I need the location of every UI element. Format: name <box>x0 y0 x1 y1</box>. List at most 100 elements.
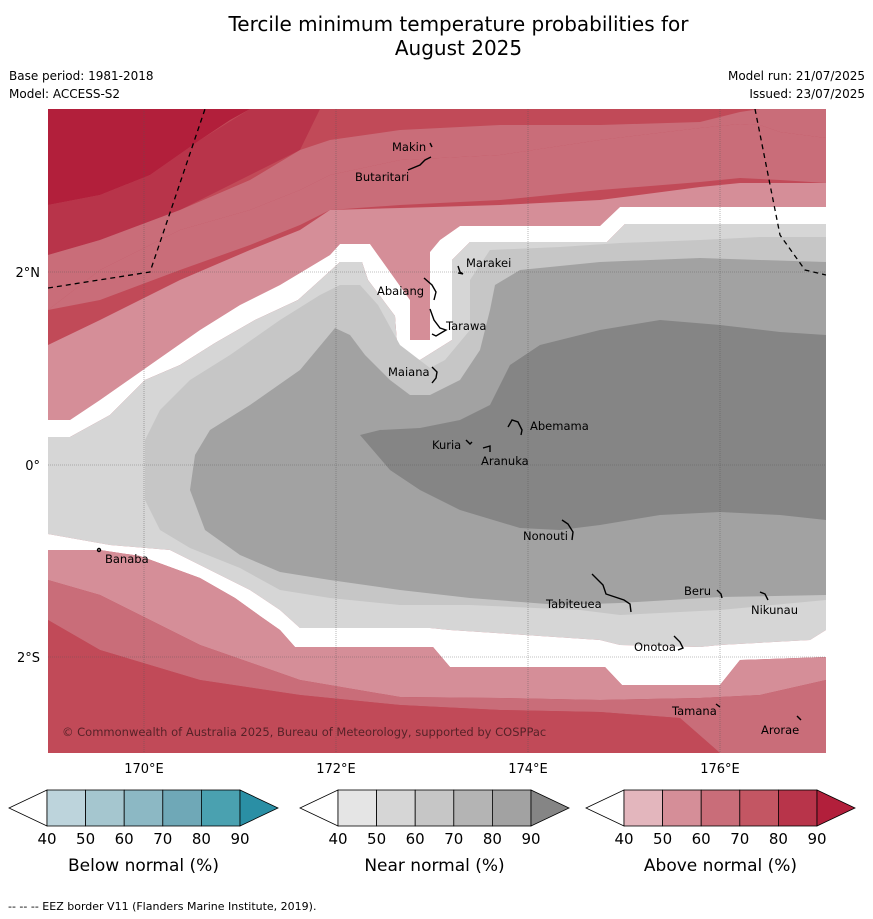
colorbar-near-max-extend <box>530 789 570 827</box>
colorbar-above-swatch <box>778 789 818 827</box>
colorbar-near-swatch <box>491 789 532 827</box>
title-line-2: August 2025 <box>394 36 523 60</box>
tabiteuea-outline <box>591 573 632 613</box>
nonouti-outline <box>561 519 574 541</box>
colorbar-near-swatch <box>414 789 455 827</box>
colorbar-near-tick: 80 <box>483 830 502 848</box>
title-line-1: Tercile minimum temperature probabilitie… <box>228 12 689 36</box>
label-kuria: Kuria <box>432 438 461 452</box>
shade-near-80 <box>360 320 826 530</box>
colorbar-below-swatch <box>85 789 125 827</box>
colorbar-below-tick: 40 <box>37 830 56 848</box>
colorbar-near-tick: 90 <box>521 830 540 848</box>
aranuka-outline <box>482 445 491 452</box>
abaiang-outline <box>423 277 437 301</box>
colorbar-below: 40 50 60 70 80 90 Below normal (%) <box>8 789 279 876</box>
nikunau-outline <box>759 591 769 601</box>
copyright-text: © Commonwealth of Australia 2025, Bureau… <box>62 725 546 739</box>
footnote: -- -- -- EEZ border V11 (Flanders Marine… <box>8 900 317 913</box>
label-arorae: Arorae <box>761 723 799 737</box>
tarawa-outline <box>429 308 448 337</box>
colorbar-above-tick: 60 <box>692 830 711 848</box>
colorbar-below-swatch <box>123 789 164 827</box>
label-banaba: Banaba <box>105 552 149 566</box>
colorbar-below-swatch <box>200 789 241 827</box>
colorbar-near-swatch <box>453 789 493 827</box>
shade-above-80 <box>48 109 320 255</box>
base-period: Base period: 1981-2018 <box>9 69 154 83</box>
colorbar-above-swatch <box>662 789 702 827</box>
colorbar-above-label: Above normal (%) <box>644 856 797 876</box>
shade-above-70-south <box>48 620 720 753</box>
label-onotoa: Onotoa <box>634 640 676 654</box>
colorbar-below-min-extend <box>8 789 48 827</box>
map-plot-area <box>48 109 826 753</box>
colorbars: 40 50 60 70 80 90 Below normal (%) 40 50 60 70 80 90… <box>8 789 856 876</box>
label-aranuka: Aranuka <box>481 454 529 468</box>
label-abaiang: Abaiang <box>377 284 424 298</box>
lat-label-2n: 2°N <box>16 266 41 281</box>
lon-label-176: 176°E <box>700 762 740 777</box>
label-nikunau: Nikunau <box>751 603 798 617</box>
shade-white-north <box>48 207 826 437</box>
shade-above-90 <box>48 109 250 205</box>
colorbar-near-tick: 60 <box>406 830 425 848</box>
meta-left: Base period: 1981-2018 Model: ACCESS-S2 <box>9 67 154 103</box>
label-makin: Makin <box>392 140 426 154</box>
lat-label-2s: 2°S <box>17 651 40 666</box>
label-marakei: Marakei <box>466 256 511 270</box>
label-tamana: Tamana <box>671 704 717 718</box>
maiana-outline <box>431 366 438 384</box>
banaba-outline <box>96 547 102 553</box>
issued-date: Issued: 23/07/2025 <box>749 87 865 101</box>
label-beru: Beru <box>684 584 711 598</box>
colorbar-above-tick: 50 <box>653 830 672 848</box>
colorbar-below-swatch <box>162 789 202 827</box>
colorbar-near-min-extend <box>299 789 339 827</box>
makin-outline <box>429 142 433 148</box>
shade-above-60-north-b <box>48 124 826 310</box>
colorbar-near-tick: 50 <box>367 830 386 848</box>
lon-label-174: 174°E <box>508 762 548 777</box>
colorbar-below-tick: 70 <box>153 830 172 848</box>
colorbar-near-tick: 40 <box>328 830 347 848</box>
marakei-outline <box>457 265 464 275</box>
colorbar-near-swatch <box>376 789 416 827</box>
colorbar-near-swatch <box>337 789 377 827</box>
map-title: Tercile minimum temperature probabilitie… <box>0 12 873 60</box>
shade-above-60-south <box>48 580 826 753</box>
meta-right: Model run: 21/07/2025 Issued: 23/07/2025 <box>728 67 865 103</box>
shade-above-50-south <box>48 550 826 700</box>
axis-labels: 2°N 0° 2°S 170°E 172°E 174°E 176°E <box>16 266 740 777</box>
colorbar-above-tick: 90 <box>807 830 826 848</box>
colorbar-above-swatch <box>623 789 663 827</box>
colorbar-below-tick: 60 <box>115 830 134 848</box>
eez-border <box>48 109 826 289</box>
label-abemama: Abemama <box>530 419 589 433</box>
island-outlines <box>96 142 802 721</box>
label-butaritari: Butaritari <box>355 170 409 184</box>
colorbar-above: 40 50 60 70 80 90 Above normal (%) <box>585 789 856 876</box>
label-tabiteuea: Tabiteuea <box>545 597 602 611</box>
colorbar-below-swatch <box>46 789 86 827</box>
colorbar-below-max-extend <box>239 789 279 827</box>
shade-white-south <box>48 534 826 685</box>
tamana-outline <box>715 703 721 708</box>
model-run: Model run: 21/07/2025 <box>727 69 865 83</box>
colorbar-above-tick: 40 <box>614 830 633 848</box>
arorae-outline <box>796 715 802 721</box>
colorbar-below-tick: 50 <box>76 830 95 848</box>
kuria-outline <box>465 439 473 445</box>
onotoa-outline <box>673 635 684 651</box>
shade-above-60-north <box>48 109 826 310</box>
colorbar-near-tick: 70 <box>444 830 463 848</box>
colorbar-above-max-extend <box>816 789 856 827</box>
label-tarawa: Tarawa <box>445 319 486 333</box>
label-nonouti: Nonouti <box>523 529 568 543</box>
shade-above-50-north <box>48 183 826 420</box>
colorbar-below-tick: 80 <box>192 830 211 848</box>
label-maiana: Maiana <box>388 365 430 379</box>
lat-label-0: 0° <box>25 459 40 474</box>
colorbar-below-tick: 90 <box>230 830 249 848</box>
